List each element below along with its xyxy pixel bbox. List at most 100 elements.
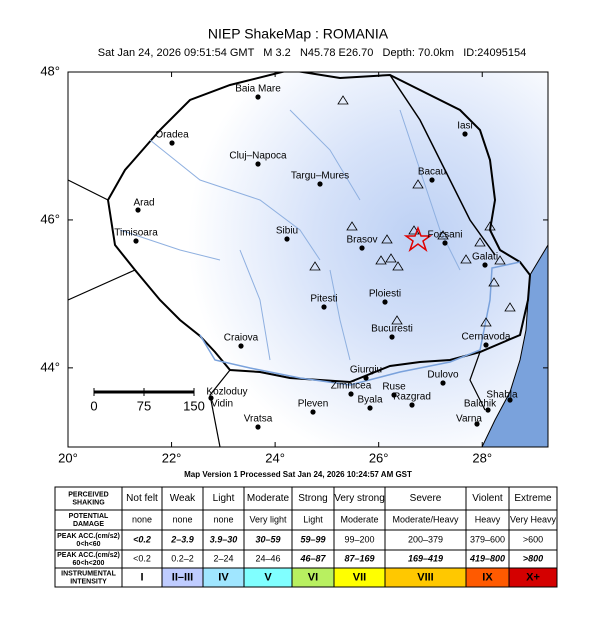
table-text: Severe: [410, 493, 442, 504]
table-text: none: [132, 514, 152, 524]
city-dot: [367, 405, 373, 411]
table-text: >600: [523, 534, 543, 544]
city-dot: [429, 177, 435, 183]
x-tick-label: 26°: [369, 450, 389, 465]
city-dot: [238, 343, 244, 349]
city-dot: [462, 131, 468, 137]
city-label: Giurgiu: [350, 365, 382, 376]
city-dot: [440, 380, 446, 386]
row-label: 60<h<200: [73, 560, 105, 567]
table-text: Very Heavy: [510, 514, 557, 524]
table-text: VI: [308, 571, 318, 583]
city-label: Byala: [357, 395, 382, 406]
city-label: Zimnicea: [331, 381, 372, 392]
city-dot: [284, 236, 290, 242]
city-label: Oradea: [155, 130, 189, 141]
row-label: INTENSITY: [70, 578, 107, 585]
table-cell: [508, 567, 558, 588]
table-text: 3.9–30: [210, 534, 238, 544]
city-label: Bacau: [418, 167, 446, 178]
y-tick-label: 46°: [40, 211, 60, 226]
city-dot: [135, 207, 141, 213]
table-text: none: [213, 514, 233, 524]
city-dot: [482, 262, 488, 268]
city-dot: [255, 94, 261, 100]
map-area: [68, 72, 548, 447]
table-text: 200–379: [408, 534, 443, 544]
danube: [199, 261, 521, 386]
city-label: Pitesti: [310, 294, 337, 305]
city-label: Craiova: [224, 333, 259, 344]
table-text: Heavy: [475, 514, 501, 524]
subtitle: Sat Jan 24, 2026 09:51:54 GMT M 3.2 N45.…: [98, 47, 526, 59]
table-text: Extreme: [514, 493, 552, 504]
row-label: SHAKING: [72, 499, 105, 506]
romania-border: [106, 72, 532, 384]
x-tick-label: 28°: [472, 450, 492, 465]
city-label: Vratsa: [244, 414, 273, 425]
city-dot: [255, 424, 261, 430]
table-text: 59–99: [300, 534, 325, 544]
row-label: INSTRUMENTAL: [61, 570, 116, 577]
table-text: IV: [218, 571, 229, 583]
city-dot: [483, 342, 489, 348]
row-label: 0<h<60: [76, 541, 100, 548]
stations: [309, 95, 516, 327]
scale-label: 0: [90, 398, 97, 413]
rivers: [119, 109, 461, 361]
table-text: Very light: [249, 514, 287, 524]
scale-label: 75: [137, 398, 151, 413]
city-label: Dulovo: [427, 370, 459, 381]
city-dot: [507, 397, 513, 403]
city-dot: [382, 299, 388, 305]
city-dot: [169, 140, 175, 146]
city-dot: [317, 181, 323, 187]
table-text: 46–87: [299, 553, 326, 563]
table-text: Strong: [298, 493, 327, 504]
table-text: II–III: [172, 571, 193, 583]
table-text: 0.2–2: [171, 553, 194, 563]
table-text: VIII: [417, 571, 434, 583]
table-text: 2–24: [213, 553, 233, 563]
city-label: Ruse: [382, 382, 406, 393]
city-dot: [321, 304, 327, 310]
city-dot: [359, 245, 365, 251]
city-label: Ploiesti: [369, 289, 401, 300]
table-text: 2–3.9: [170, 534, 194, 544]
black-sea: [481, 244, 548, 447]
city-label: Bucuresti: [371, 324, 413, 335]
table-text: VII: [353, 571, 366, 583]
table-text: Moderate/Heavy: [392, 514, 459, 524]
city-label: Cernavoda: [462, 332, 511, 343]
intensity-field: [68, 72, 548, 447]
city-label: Timisoara: [114, 228, 158, 239]
table-text: 419–800: [469, 553, 505, 563]
city-label: Vidin: [211, 399, 233, 410]
table-text: Light: [213, 493, 235, 504]
table-text: Violent: [472, 493, 503, 504]
table-text: X+: [526, 571, 540, 583]
x-tick-label: 22°: [162, 450, 182, 465]
city-dot: [442, 240, 448, 246]
table-text: Very strong: [334, 493, 385, 504]
y-tick-label: 48°: [40, 63, 60, 78]
city-dot: [363, 375, 369, 381]
city-dot: [474, 421, 480, 427]
city-dot: [310, 409, 316, 415]
epicenter: [403, 225, 433, 253]
city-dot: [391, 392, 397, 398]
city-label: Cluj–Napoca: [229, 151, 287, 162]
table-text: 24–46: [255, 553, 280, 563]
city-dot: [255, 161, 261, 167]
city-dot: [208, 395, 214, 401]
city-label: Galati: [472, 252, 498, 263]
table-text: 87–169: [344, 553, 374, 563]
table-text: 169–419: [408, 553, 443, 563]
table-text: 379–600: [470, 534, 505, 544]
scale-label: 150: [183, 398, 205, 413]
dynamic-layer: 20° 22° 24° 26° 28° 44° 46° 48° Baia Mare Oradea C…: [40, 63, 558, 588]
title: NIEP ShakeMap : ROMANIA: [208, 26, 389, 42]
map-frame: [67, 71, 549, 448]
table-text: 30–59: [255, 534, 280, 544]
